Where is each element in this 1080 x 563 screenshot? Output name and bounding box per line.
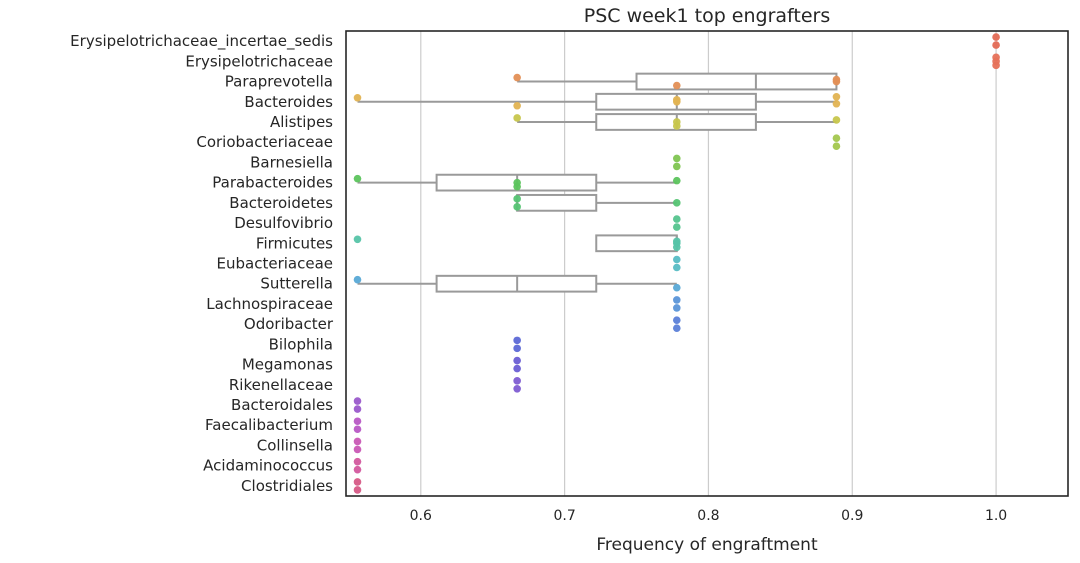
data-point — [353, 417, 362, 426]
box-plot — [517, 72, 838, 91]
data-point — [353, 465, 362, 474]
data-point — [672, 199, 681, 207]
category-label: Alistipes — [270, 113, 333, 131]
data-point — [832, 92, 841, 101]
category-label: Parabacteroides — [212, 174, 333, 192]
x-tick-label: 1.0 — [985, 508, 1007, 524]
data-point — [513, 101, 521, 110]
data-point — [672, 223, 681, 231]
data-point — [832, 75, 841, 84]
data-point — [513, 356, 521, 365]
data-point — [672, 255, 681, 264]
data-point — [672, 154, 681, 163]
x-tick-label: 0.6 — [410, 508, 432, 524]
box-plot — [516, 193, 677, 212]
data-point — [353, 397, 362, 405]
data-point — [672, 304, 681, 312]
data-point — [672, 176, 681, 185]
box-plot — [595, 234, 678, 253]
data-point — [353, 437, 362, 446]
data-point — [672, 283, 681, 292]
box-plots — [357, 72, 838, 293]
data-point — [513, 195, 521, 203]
data-point — [672, 324, 681, 332]
plot-frame — [345, 30, 1069, 497]
data-point — [672, 118, 681, 126]
x-axis-label: Frequency of engraftment — [596, 535, 818, 555]
data-point — [513, 344, 521, 353]
data-point — [672, 316, 681, 324]
data-point — [513, 114, 521, 122]
box-iqr — [595, 234, 678, 253]
data-point — [513, 385, 521, 393]
category-label: Megamonas — [242, 356, 333, 374]
data-point — [513, 336, 521, 345]
data-point — [513, 73, 521, 82]
strip-points — [353, 33, 1000, 494]
category-label: Bacteroidales — [231, 396, 333, 414]
data-point — [353, 445, 362, 454]
data-point — [672, 162, 681, 171]
category-label: Barnesiella — [250, 153, 333, 171]
category-label: Erysipelotrichaceae_incertae_sedis — [70, 32, 333, 51]
box-iqr — [635, 72, 838, 91]
data-point — [353, 275, 362, 284]
data-point — [832, 142, 841, 150]
data-point — [672, 237, 681, 246]
data-point — [353, 425, 362, 434]
data-point — [353, 235, 362, 244]
category-label: Eubacteriaceae — [217, 255, 333, 273]
data-point — [672, 95, 681, 104]
data-point — [992, 41, 1000, 49]
data-point — [672, 263, 681, 272]
data-point — [992, 33, 1000, 41]
x-tick-label: 0.7 — [553, 508, 575, 524]
box-plot — [357, 92, 837, 111]
category-label: Lachnospiraceae — [206, 295, 333, 313]
category-label: Faecalibacterium — [205, 416, 333, 434]
data-point — [353, 93, 362, 102]
category-label: Erysipelotrichaceae — [185, 52, 333, 70]
box-iqr — [516, 193, 598, 212]
data-point — [353, 486, 362, 494]
data-point — [672, 81, 681, 90]
data-point — [513, 203, 521, 211]
data-point — [672, 296, 681, 304]
data-point — [513, 377, 521, 385]
y-tick-labels: Erysipelotrichaceae_incertae_sedisErysip… — [70, 32, 334, 495]
x-tick-label: 0.9 — [841, 508, 863, 524]
category-label: Firmicutes — [256, 234, 333, 252]
category-label: Bilophila — [269, 335, 333, 353]
box-plot — [357, 274, 677, 293]
category-label: Acidaminococcus — [203, 457, 333, 475]
category-label: Sutterella — [260, 275, 333, 293]
category-label: Coriobacteriaceae — [196, 133, 333, 151]
category-label: Rikenellaceae — [229, 376, 333, 394]
category-label: Paraprevotella — [225, 73, 333, 91]
category-label: Odoribacter — [244, 315, 334, 333]
x-tick-labels: 0.6 0.7 0.8 0.9 1.0 — [410, 508, 1008, 524]
data-point — [513, 178, 521, 187]
category-label: Clostridiales — [241, 477, 333, 495]
data-point — [832, 99, 841, 108]
category-label: Desulfovibrio — [234, 214, 333, 232]
data-point — [992, 57, 1000, 66]
data-point — [353, 174, 362, 183]
data-point — [832, 134, 841, 142]
data-point — [353, 478, 362, 486]
chart-title: PSC week1 top engrafters — [584, 5, 831, 27]
data-point — [353, 457, 362, 466]
data-point — [513, 364, 521, 373]
category-label: Collinsella — [257, 436, 333, 454]
data-point — [672, 215, 681, 223]
category-label: Bacteroides — [244, 93, 333, 111]
x-tick-label: 0.8 — [697, 508, 719, 524]
data-point — [353, 405, 362, 413]
category-label: Bacteroidetes — [229, 194, 333, 212]
data-point — [832, 116, 841, 124]
